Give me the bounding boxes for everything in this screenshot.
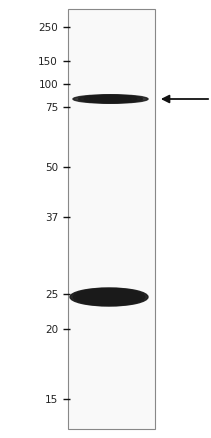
Bar — [68, 10, 155, 429]
Ellipse shape — [90, 96, 131, 103]
Text: 37: 37 — [45, 212, 58, 223]
Ellipse shape — [84, 96, 137, 104]
Text: 25: 25 — [45, 290, 58, 299]
Text: 75: 75 — [45, 103, 58, 113]
Ellipse shape — [79, 290, 139, 305]
Ellipse shape — [73, 289, 145, 306]
Ellipse shape — [73, 95, 148, 104]
Text: 50: 50 — [45, 162, 58, 173]
Text: 20: 20 — [45, 324, 58, 334]
Ellipse shape — [96, 96, 126, 103]
Ellipse shape — [101, 96, 120, 103]
Text: 150: 150 — [38, 57, 58, 67]
Ellipse shape — [76, 290, 142, 305]
Ellipse shape — [70, 288, 148, 306]
Ellipse shape — [79, 96, 142, 104]
Text: 100: 100 — [38, 80, 58, 90]
Text: 15: 15 — [45, 394, 58, 404]
Ellipse shape — [86, 291, 132, 304]
Ellipse shape — [83, 290, 135, 304]
Text: 250: 250 — [38, 23, 58, 33]
